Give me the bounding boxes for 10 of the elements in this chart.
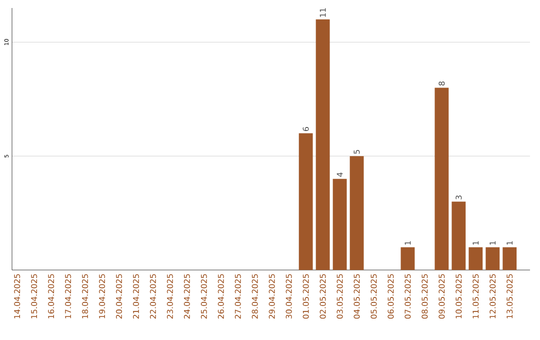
bar [350, 156, 364, 270]
bar [502, 247, 517, 270]
bar [298, 133, 313, 270]
bar [400, 247, 415, 270]
bar [434, 88, 449, 270]
bar [486, 247, 500, 270]
bar [316, 19, 330, 270]
bar [468, 247, 483, 270]
bar [452, 202, 466, 270]
bar [332, 178, 347, 270]
